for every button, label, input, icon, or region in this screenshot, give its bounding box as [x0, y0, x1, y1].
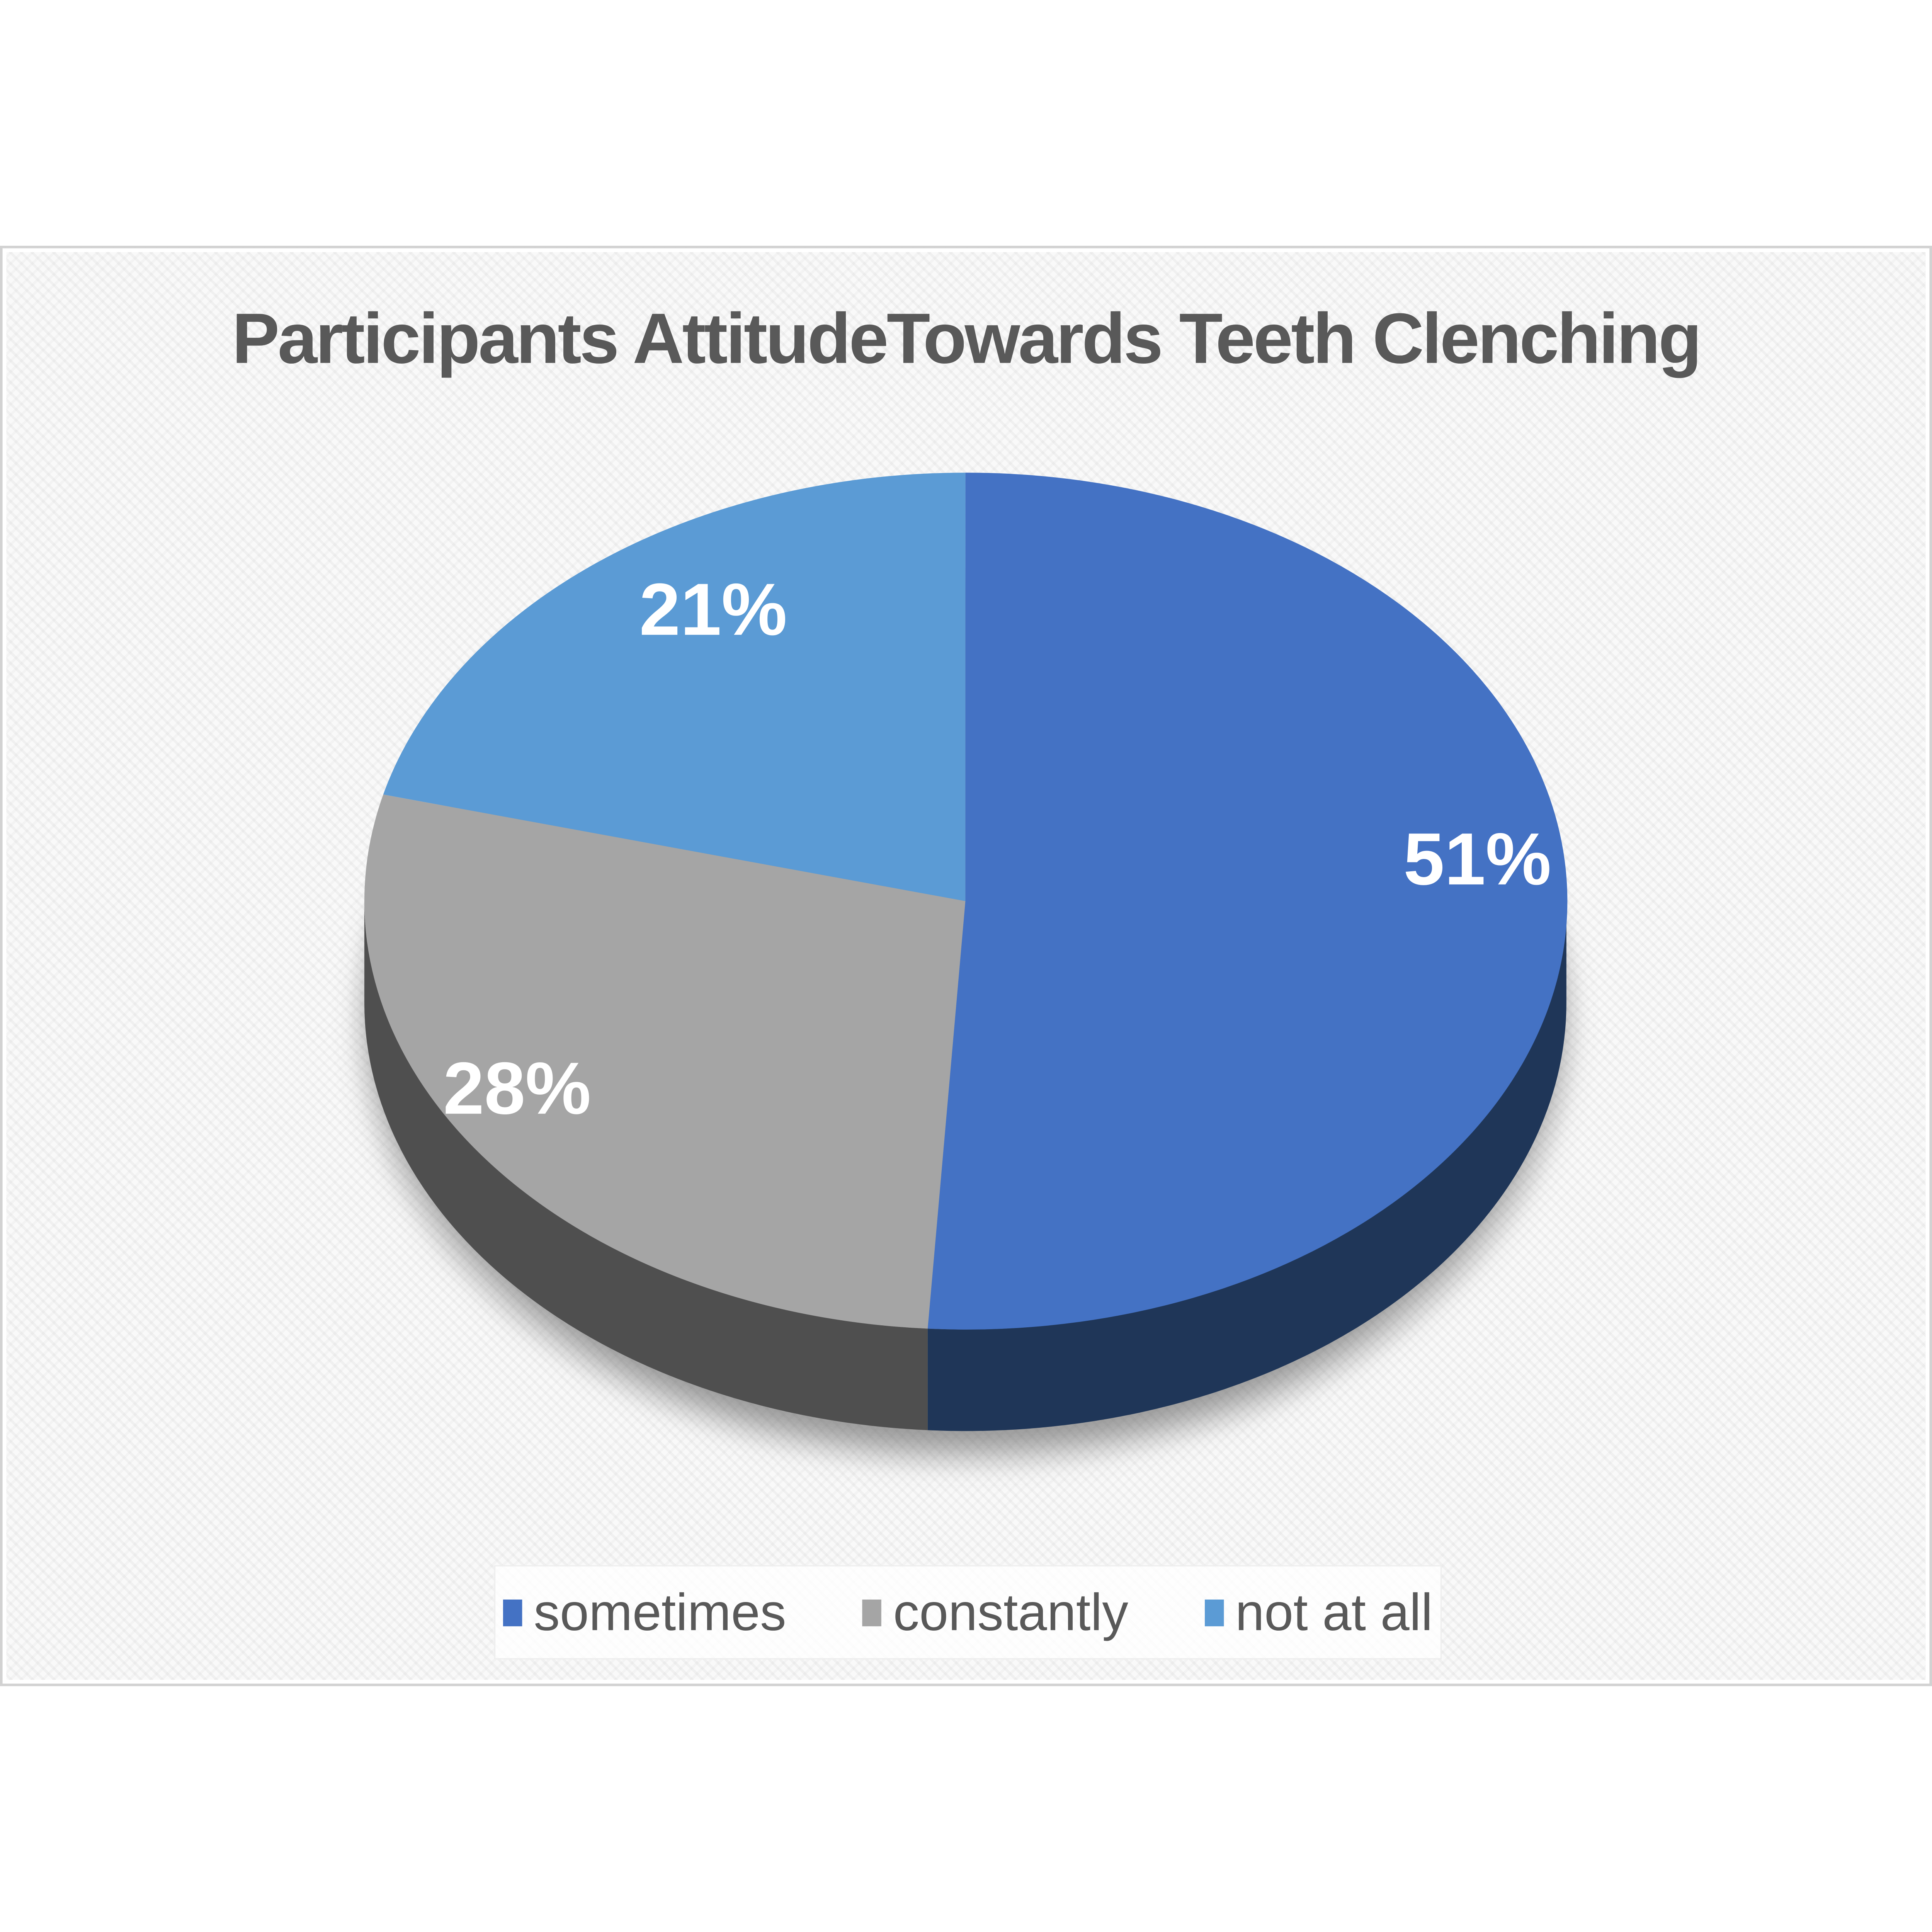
pie-slice-constantly [364, 794, 966, 1329]
pie-data-label-sometimes: 51% [1403, 818, 1551, 901]
legend-label-constantly: constantly [893, 1582, 1128, 1641]
pie-3d-svg [356, 473, 1575, 1467]
pie-rim-constantly [364, 901, 928, 1430]
legend-item-sometimes: sometimes [503, 1582, 786, 1642]
legend-label-sometimes: sometimes [534, 1582, 786, 1641]
legend-marker-sometimes [503, 1599, 522, 1626]
legend-item-not-at-all: not at all [1204, 1582, 1433, 1642]
chart-legend: sometimes constantly not at all [494, 1565, 1442, 1660]
slide-background: Participants AttitudeTowards Teeth Clenc… [0, 246, 1932, 1686]
pie-slice-not-at-all [383, 473, 966, 901]
pie-data-label-not-at-all: 21% [639, 568, 787, 651]
legend-marker-not-at-all [1204, 1599, 1224, 1626]
pie-rim-sometimes [927, 901, 1566, 1431]
pie-slice-sometimes [927, 473, 1568, 1330]
chart-title: Participants AttitudeTowards Teeth Clenc… [232, 298, 1702, 378]
legend-marker-constantly [862, 1599, 882, 1626]
pie-data-label-constantly: 28% [443, 1047, 591, 1131]
legend-label-not-at-all: not at all [1235, 1582, 1433, 1641]
legend-item-constantly: constantly [862, 1582, 1128, 1642]
